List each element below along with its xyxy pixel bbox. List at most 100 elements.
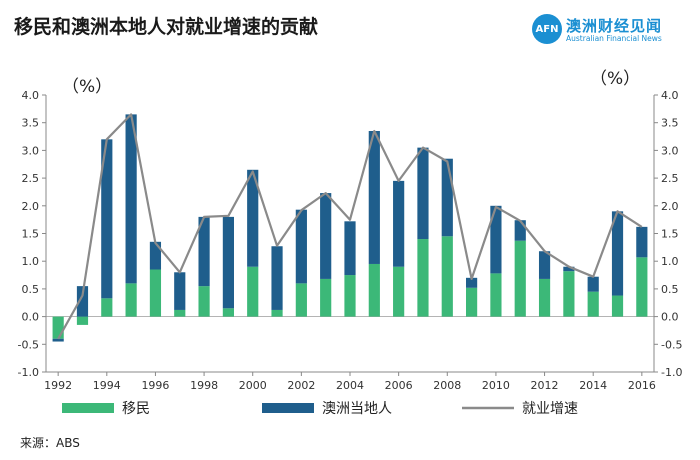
bar-native: [76, 286, 89, 317]
bar-native: [368, 131, 380, 264]
bar-immigrant: [587, 291, 599, 317]
legend-immigrant-swatch: [62, 403, 114, 413]
x-tick-label: 1994: [93, 379, 121, 392]
bar-immigrant: [393, 266, 405, 317]
x-tick-label: 2002: [287, 379, 315, 392]
chart-labels: 4.0 4.0 3.5 3.5 3.0 3.0 2.5 2.5 2.0 2.0 1.5 1.5 1.0 1…: [18, 69, 683, 392]
y-tick-label-right: 3.0: [661, 144, 679, 157]
bar-immigrant: [174, 309, 186, 317]
x-tick-label: 2006: [385, 379, 413, 392]
x-tick-label: 1998: [190, 379, 218, 392]
chart-bars: [52, 114, 648, 342]
legend-native-label: 澳洲当地人: [322, 401, 392, 417]
bar-immigrant: [611, 295, 624, 317]
x-tick-label: 2004: [336, 379, 364, 392]
bar-immigrant: [490, 273, 502, 317]
x-tick-label: 2012: [531, 379, 559, 392]
y-unit-right: （%）: [590, 69, 640, 89]
page-title: 移民和澳洲本地人对就业增速的贡献: [14, 16, 319, 38]
bar-immigrant: [538, 278, 551, 317]
bar-immigrant: [514, 240, 526, 317]
bar-native: [466, 277, 478, 288]
y-tick-label-left: 2.0: [22, 200, 40, 213]
line-employment-growth: [57, 113, 643, 340]
bar-native: [149, 241, 162, 270]
bar-immigrant: [344, 275, 356, 317]
y-tick-label-right: 2.5: [661, 172, 679, 185]
legend-employment-growth-label: 就业增速: [522, 401, 578, 417]
bar-immigrant: [76, 316, 89, 325]
x-tick-label: 2016: [628, 379, 656, 392]
bar-native: [441, 158, 453, 237]
bar-native: [222, 216, 234, 309]
bar-immigrant: [441, 236, 453, 317]
bar-native: [101, 139, 113, 299]
y-tick-label-left: 0.0: [22, 311, 40, 324]
y-tick-label-left: 1.0: [22, 255, 40, 268]
bar-immigrant: [563, 271, 575, 317]
logo-name-cn: 澳洲财经见闻: [566, 17, 663, 35]
y-tick-label-left: 1.5: [22, 228, 40, 241]
bar-immigrant: [320, 278, 332, 317]
x-tick-label: 2014: [579, 379, 607, 392]
y-tick-label-right: 1.0: [661, 255, 679, 268]
legend-immigrant-label: 移民: [122, 401, 150, 417]
bar-native: [587, 276, 599, 292]
bar-immigrant: [125, 283, 137, 317]
bar-immigrant: [247, 266, 259, 317]
bar-immigrant: [198, 286, 210, 317]
bar-native: [344, 221, 356, 276]
legend-native-swatch: [262, 403, 314, 413]
bar-native: [636, 226, 648, 258]
y-tick-label-right: 1.5: [661, 228, 679, 241]
afn-logo-icon: AFN: [532, 14, 562, 44]
x-tick-label: 1992: [44, 379, 72, 392]
bar-immigrant: [101, 298, 113, 317]
bar-immigrant: [417, 239, 429, 317]
y-tick-label-left: 3.0: [22, 144, 40, 157]
y-tick-label-left: 4.0: [22, 89, 40, 102]
x-tick-label: 2008: [433, 379, 461, 392]
bar-immigrant: [222, 308, 234, 317]
logo-name-en: Australian Financial News: [566, 34, 662, 43]
x-tick-label: 2000: [239, 379, 267, 392]
brand-logo: AFN 澳洲财经见闻 Australian Financial News: [532, 14, 692, 48]
bar-native: [295, 209, 307, 284]
y-tick-label-right: -0.5: [661, 338, 682, 351]
bar-native: [52, 338, 64, 342]
bar-native: [611, 211, 624, 296]
bar-native: [320, 193, 332, 279]
y-tick-label-left: 2.5: [22, 172, 40, 185]
y-tick-label-right: 2.0: [661, 200, 679, 213]
bar-native: [490, 205, 502, 274]
y-unit-left: （%）: [62, 77, 112, 97]
bar-native: [198, 216, 210, 287]
bar-native: [514, 220, 526, 241]
bar-native: [125, 114, 137, 284]
bar-immigrant: [149, 269, 162, 317]
bar-immigrant: [368, 263, 380, 317]
bar-immigrant: [271, 309, 283, 317]
y-tick-label-left: -0.5: [18, 338, 39, 351]
chart-axes: [42, 94, 658, 376]
y-tick-label-left: 0.5: [22, 283, 40, 296]
bar-immigrant: [466, 287, 478, 317]
y-tick-label-right: 0.0: [661, 311, 679, 324]
x-tick-label: 2010: [482, 379, 510, 392]
x-tick-label: 1996: [141, 379, 169, 392]
y-tick-label-right: 4.0: [661, 89, 679, 102]
bar-immigrant: [295, 283, 307, 317]
chart-legend: 移民 澳洲当地人 就业增速: [62, 401, 578, 417]
bar-native: [271, 246, 283, 310]
bar-native: [538, 251, 551, 279]
y-tick-label-left: -1.0: [18, 366, 39, 379]
bar-immigrant: [52, 316, 64, 339]
bar-native: [563, 266, 575, 272]
y-tick-label-right: -1.0: [661, 366, 682, 379]
source-note: 来源：ABS: [20, 436, 80, 450]
bar-native: [417, 147, 429, 240]
bar-native: [174, 272, 186, 310]
y-tick-label-left: 3.5: [22, 117, 40, 130]
bar-immigrant: [636, 257, 648, 317]
